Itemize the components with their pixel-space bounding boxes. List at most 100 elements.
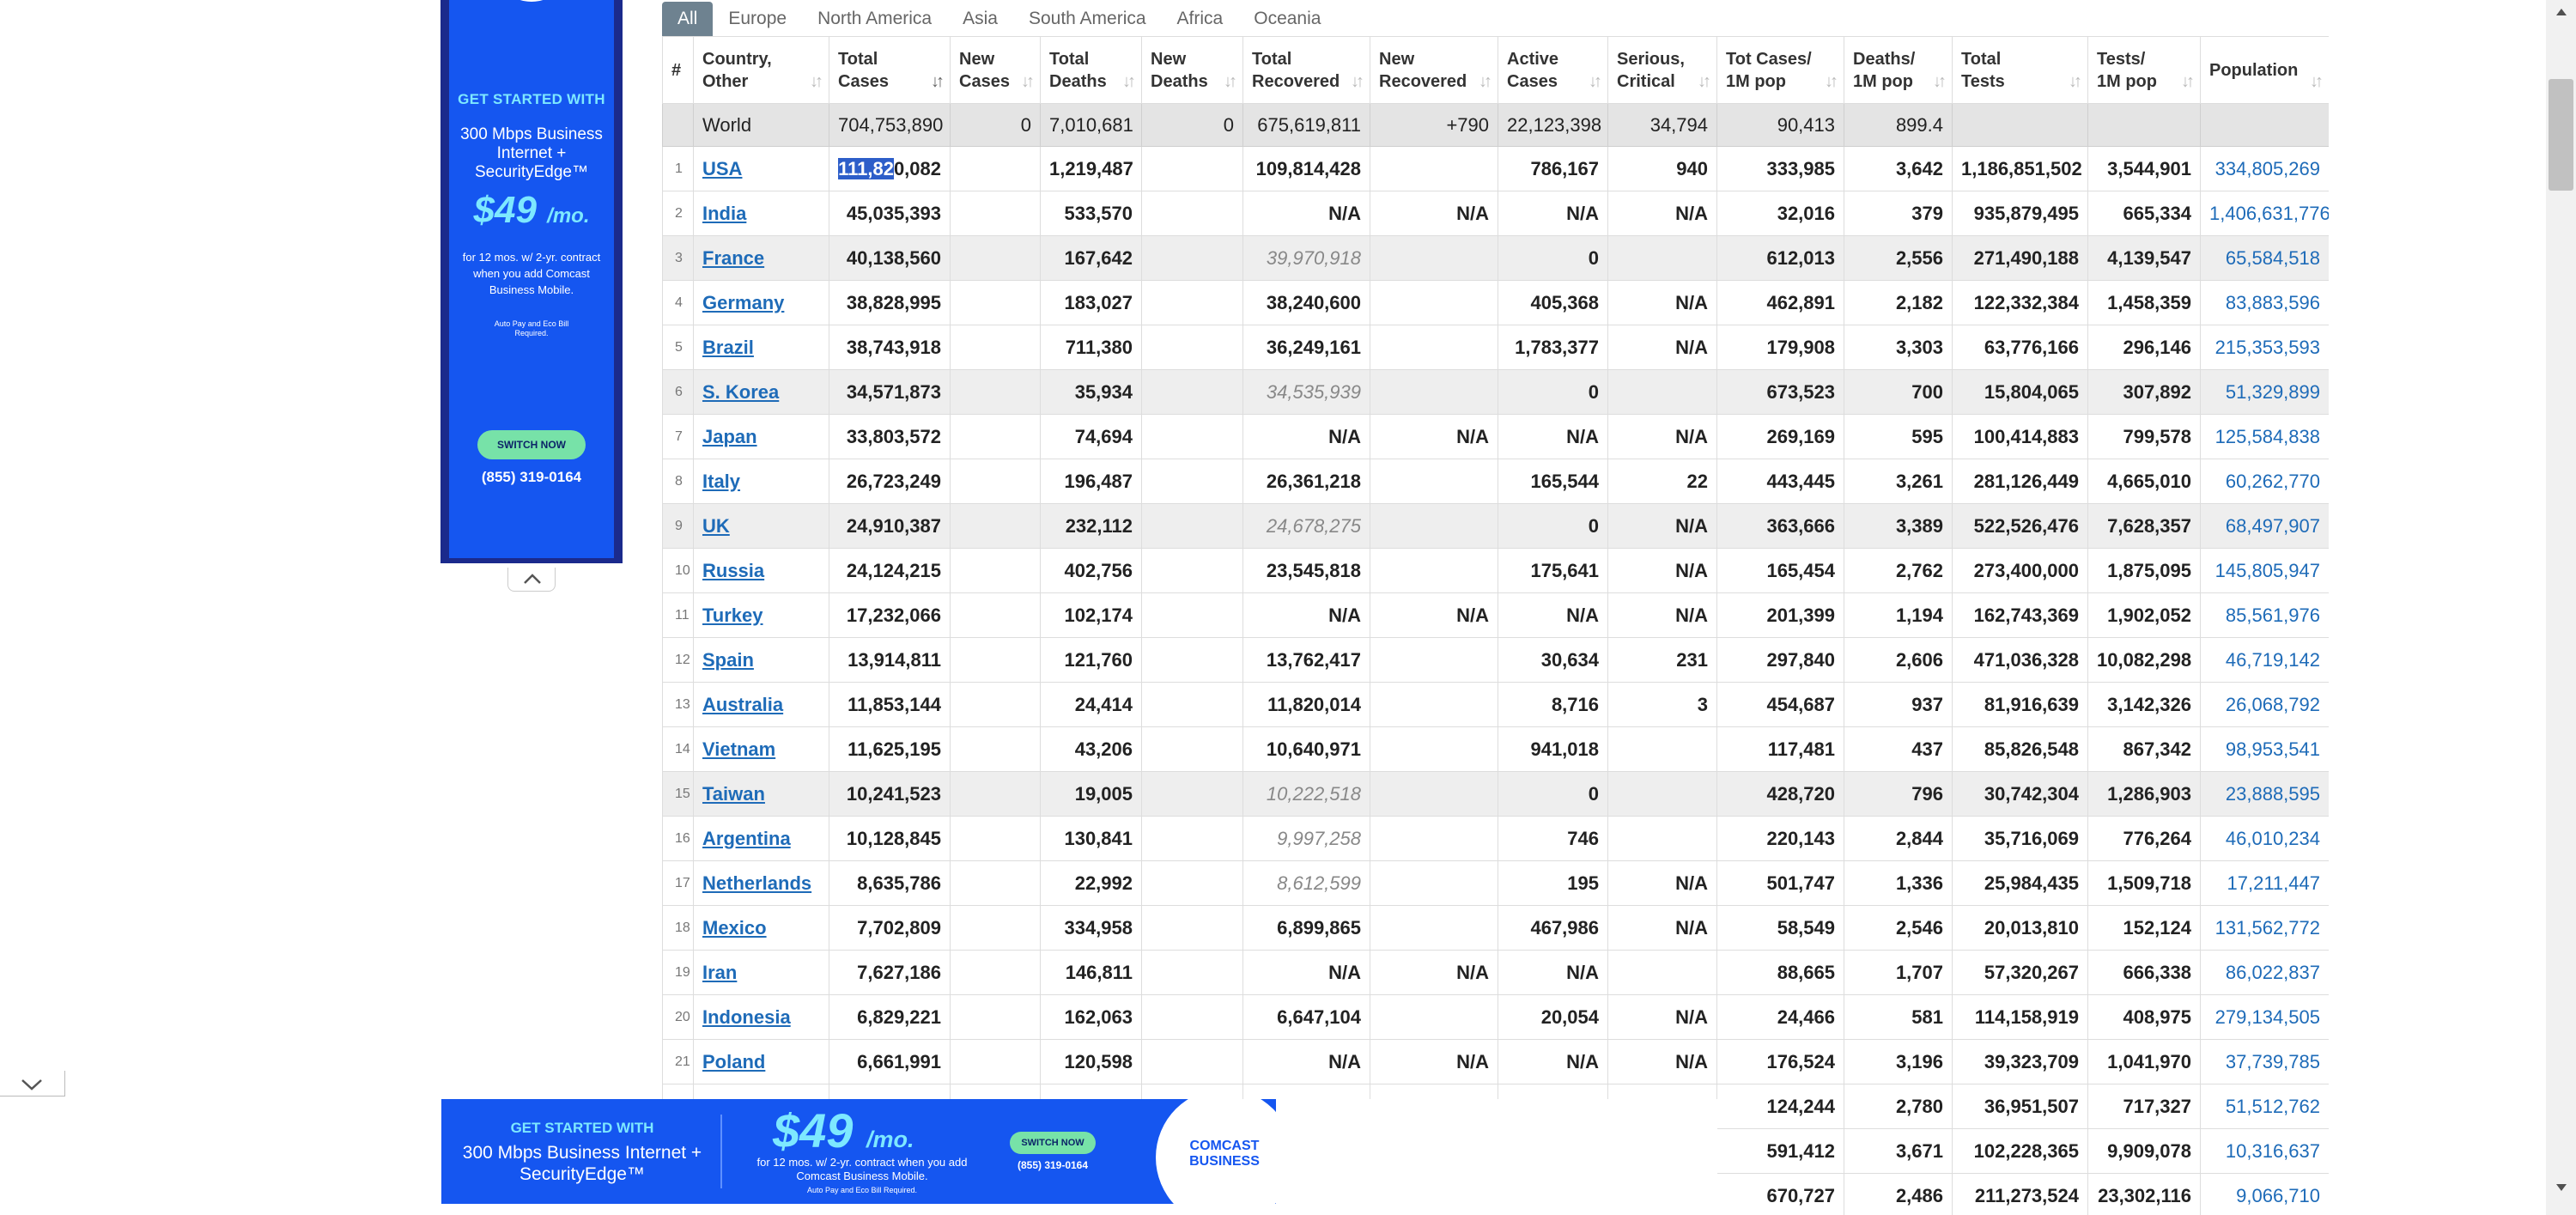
sort-arrows-icon[interactable]: ↓↑ [1479,72,1492,91]
country-link[interactable]: Australia [693,682,829,727]
country-link[interactable]: Vietnam [693,726,829,772]
tests-per-1m: 23,302,116 [2087,1173,2201,1215]
sort-arrows-icon[interactable]: ↓↑ [1122,72,1136,91]
column-header-country[interactable]: Country, Other ↓↑ [693,36,829,104]
sort-arrows-icon[interactable]: ↓↑ [1825,72,1838,91]
sort-arrows-icon[interactable]: ↓↑ [810,72,823,91]
tab-oceania[interactable]: Oceania [1254,9,1321,28]
page-scrollbar[interactable] [2546,0,2576,1215]
country-name[interactable]: Brazil [702,336,754,358]
country-link[interactable]: Spain [693,637,829,683]
tab-south-america[interactable]: South America [1028,9,1146,28]
country-name[interactable]: Taiwan [702,782,765,805]
country-name[interactable]: USA [702,157,743,179]
side-ad-banner[interactable]: GET STARTED WITH 300 Mbps Business Inter… [449,0,614,558]
country-name[interactable]: Mexico [702,916,767,939]
country-link[interactable]: Argentina [693,816,829,861]
column-header-rank[interactable]: # [662,36,694,104]
tab-asia[interactable]: Asia [963,9,998,28]
table-row: 11 Turkey 17,232,066 102,174 N/A N/A N/A N/A 201… [662,592,2329,638]
column-header-total-tests[interactable]: Total Tests ↓↑ [1952,36,2088,104]
tab-europe[interactable]: Europe [728,9,787,28]
sort-arrows-icon[interactable]: ↓↑ [931,72,945,91]
ad-switch-now-button[interactable]: SWITCH NOW [477,430,586,459]
country-name[interactable]: India [702,202,747,224]
new-deaths [1141,146,1243,191]
country-link[interactable]: Taiwan [693,771,829,817]
country-name[interactable]: Argentina [702,827,791,849]
column-header-serious-critical[interactable]: Serious, Critical ↓↑ [1607,36,1717,104]
country-link[interactable]: Netherlands [693,860,829,906]
country-name[interactable]: UK [702,514,730,537]
sort-arrows-icon[interactable]: ↓↑ [1589,72,1602,91]
bottom-ad-collapse-button[interactable] [0,1071,65,1097]
sort-arrows-icon[interactable]: ↓↑ [1224,72,1237,91]
country-name[interactable]: Russia [702,559,765,581]
country-name[interactable]: Germany [702,291,785,313]
country-link[interactable]: Turkey [693,592,829,638]
country-link[interactable]: Japan [693,414,829,459]
country-name[interactable]: Italy [702,470,741,492]
country-name[interactable]: Poland [702,1050,766,1072]
bottom-ad-banner[interactable]: GET STARTED WITH 300 Mbps Business Inter… [441,1099,1276,1204]
country-link[interactable]: S. Korea [693,369,829,415]
column-header-population[interactable]: Population ↓↑ [2200,36,2329,104]
bottom-ad-switch-now-button[interactable]: SWITCH NOW [1010,1132,1096,1154]
scroll-down-icon[interactable] [2555,1182,2568,1193]
total-recovered: 6,647,104 [1242,994,1370,1040]
serious-critical [1607,950,1717,995]
country-link[interactable]: Indonesia [693,994,829,1040]
country-link[interactable]: Russia [693,548,829,593]
new-cases [950,682,1041,727]
country-name[interactable]: Iran [702,961,738,983]
sort-arrows-icon[interactable]: ↓↑ [2310,72,2324,91]
column-header-new-recovered[interactable]: New Recovered ↓↑ [1370,36,1498,104]
country-link[interactable]: Iran [693,950,829,995]
country-name[interactable]: Australia [702,693,784,715]
sort-arrows-icon[interactable]: ↓↑ [1351,72,1364,91]
tab-all[interactable]: All [662,2,714,36]
column-header-total-recovered[interactable]: Total Recovered ↓↑ [1242,36,1370,104]
country-link[interactable]: USA [693,146,829,191]
country-name[interactable]: France [702,246,765,269]
tab-north-america[interactable]: North America [817,9,933,28]
country-link[interactable]: Italy [693,459,829,504]
side-ad[interactable]: GET STARTED WITH 300 Mbps Business Inter… [440,0,623,563]
country-name[interactable]: Indonesia [702,1005,791,1028]
tab-africa[interactable]: Africa [1176,9,1224,28]
country-name[interactable]: Netherlands [702,872,812,894]
country-name[interactable]: Spain [702,648,754,671]
country-link[interactable]: France [693,235,829,281]
column-header-tests-per-1m[interactable]: Tests/1M pop ↓↑ [2087,36,2201,104]
sort-arrows-icon[interactable]: ↓↑ [1698,72,1711,91]
scrollbar-thumb[interactable] [2549,79,2573,191]
country-name[interactable]: Japan [702,425,757,447]
sort-arrows-icon[interactable]: ↓↑ [2181,72,2195,91]
country-link[interactable]: Germany [693,280,829,325]
bottom-ad-phone[interactable]: (855) 319-0164 [1017,1159,1089,1171]
column-header-new-deaths[interactable]: New Deaths ↓↑ [1141,36,1243,104]
column-header-new-cases[interactable]: New Cases ↓↑ [950,36,1041,104]
column-header-active-cases[interactable]: Active Cases ↓↑ [1498,36,1608,104]
sort-arrows-icon[interactable]: ↓↑ [1021,72,1035,91]
side-ad-collapse-button[interactable] [507,568,556,592]
sort-arrows-icon[interactable]: ↓↑ [2069,72,2082,91]
population: 83,883,596 [2200,280,2329,325]
country-link[interactable]: India [693,191,829,236]
country-name[interactable]: S. Korea [702,380,780,403]
country-link[interactable]: UK [693,503,829,549]
ad-phone[interactable]: (855) 319-0164 [481,469,582,485]
country-link[interactable]: Brazil [693,325,829,370]
column-header-deaths-per-1m[interactable]: Deaths/1M pop ↓↑ [1844,36,1953,104]
column-header-tot-cases-per-1m[interactable]: Tot Cases/1M pop ↓↑ [1716,36,1844,104]
column-header-total-deaths[interactable]: Total Deaths ↓↑ [1040,36,1142,104]
country-link[interactable]: Poland [693,1039,829,1084]
scroll-up-icon[interactable] [2555,7,2568,17]
total-recovered: 13,762,417 [1242,637,1370,683]
country-name[interactable]: Turkey [702,604,763,626]
column-header-total-cases[interactable]: Total Cases ↓↑ [829,36,951,104]
tests-per-1m: 4,665,010 [2087,459,2201,504]
sort-arrows-icon[interactable]: ↓↑ [1933,72,1947,91]
country-link[interactable]: Mexico [693,905,829,951]
country-name[interactable]: Vietnam [702,738,776,760]
